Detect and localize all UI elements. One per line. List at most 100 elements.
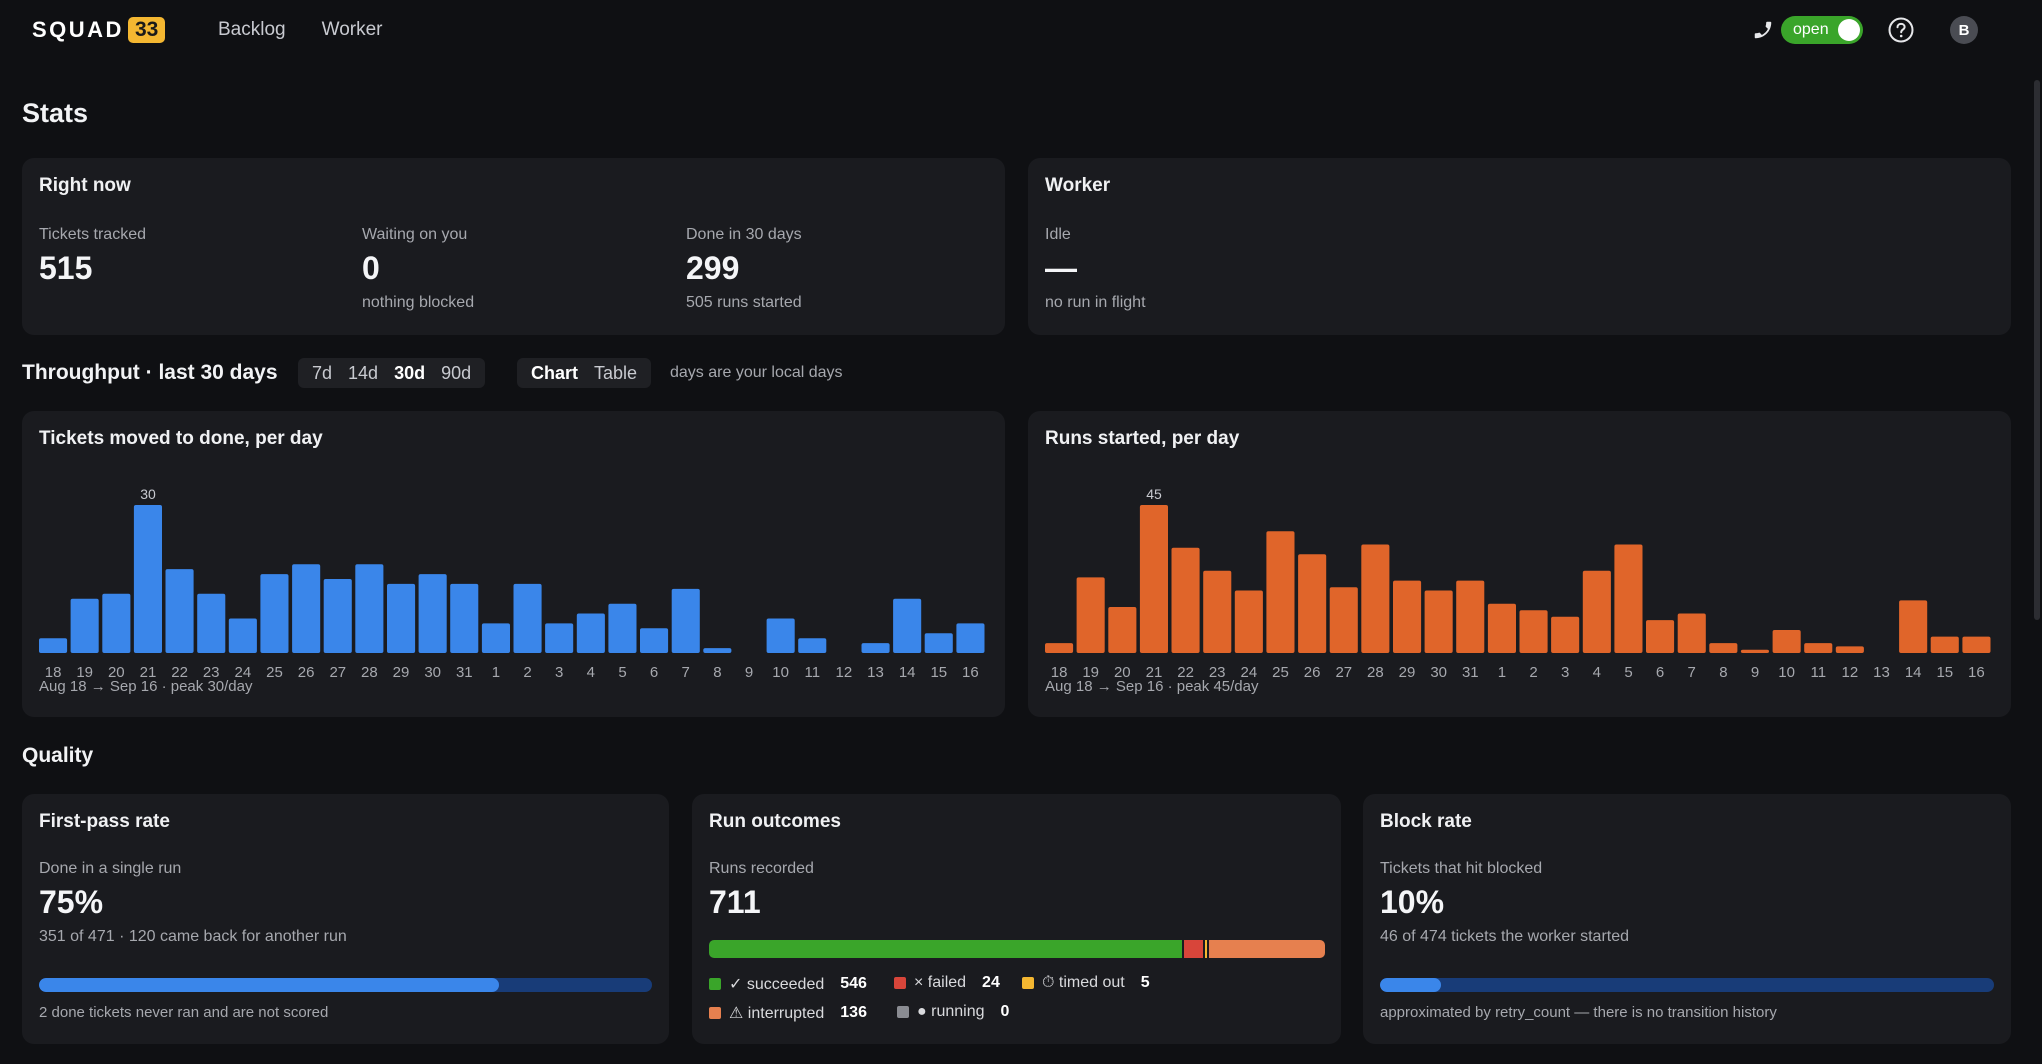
tick-label: 14 <box>1905 664 1922 681</box>
done-label: Done in 30 days <box>686 226 802 243</box>
bar-25[interactable] <box>1266 531 1295 653</box>
bar-7[interactable] <box>1677 613 1706 654</box>
bar-15[interactable] <box>924 633 953 653</box>
block-rate-bar <box>1380 978 1994 992</box>
waiting-sub: nothing blocked <box>362 294 475 311</box>
legend-running: ● running 0 <box>897 1003 1009 1021</box>
bar-7[interactable] <box>671 588 700 653</box>
bar-23[interactable] <box>197 593 226 653</box>
first-pass-card: First-pass rate Done in a single run 75%… <box>22 794 669 1044</box>
range-7d[interactable]: 7d <box>312 362 333 383</box>
bar-18[interactable] <box>1045 643 1074 653</box>
bar-19[interactable] <box>70 598 99 653</box>
bar-24[interactable] <box>1234 590 1263 654</box>
first-pass-bar-fill <box>39 978 499 992</box>
open-toggle[interactable]: open <box>1781 16 1863 44</box>
bar-11[interactable] <box>798 638 827 653</box>
bar-6[interactable] <box>640 628 669 653</box>
bar-3[interactable] <box>1551 616 1580 653</box>
bar-31[interactable] <box>450 583 479 653</box>
bar-2[interactable] <box>1519 610 1548 653</box>
bar-9[interactable] <box>1740 649 1769 653</box>
tick-label: 21 <box>140 664 157 681</box>
bar-30[interactable] <box>418 574 447 653</box>
bar-21[interactable] <box>1139 505 1168 653</box>
bar-10[interactable] <box>1772 630 1801 653</box>
tick-label: 24 <box>1241 664 1258 681</box>
bar-16[interactable] <box>1962 636 1991 653</box>
bar-1[interactable] <box>481 623 510 653</box>
bar-28[interactable] <box>355 564 384 653</box>
bar-26[interactable] <box>1298 554 1327 653</box>
bar-31[interactable] <box>1456 580 1485 653</box>
bar-8[interactable] <box>1709 643 1738 653</box>
legend-label: ⏱ timed out <box>1042 974 1125 991</box>
first-pass-footnote: 2 done tickets never ran and are not sco… <box>39 1004 329 1021</box>
tick-label: 23 <box>1209 664 1226 681</box>
logo[interactable]: SQUAD 33 <box>32 17 166 43</box>
bar-15[interactable] <box>1930 636 1959 653</box>
bar-22[interactable] <box>1171 547 1200 653</box>
bar-29[interactable] <box>1393 580 1422 653</box>
bar-30[interactable] <box>1424 590 1453 654</box>
view-chart[interactable]: Chart <box>531 362 579 383</box>
bar-24[interactable] <box>228 618 257 654</box>
bar-1[interactable] <box>1487 603 1516 653</box>
help-icon[interactable] <box>1887 16 1915 44</box>
block-rate-sub: 46 of 474 tickets the worker started <box>1380 928 1630 945</box>
bar-10[interactable] <box>766 618 795 654</box>
range-30d[interactable]: 30d <box>394 362 426 383</box>
phone-icon[interactable] <box>1752 19 1774 41</box>
tick-label: 25 <box>266 664 283 681</box>
tick-label: 12 <box>836 664 853 681</box>
bar-27[interactable] <box>1329 587 1358 653</box>
legend-swatch <box>897 1006 909 1018</box>
block-rate-title: Block rate <box>1380 811 1472 832</box>
bar-27[interactable] <box>323 579 352 653</box>
bar-4[interactable] <box>576 613 605 654</box>
tickets-done-footer: Aug 18 → Sep 16 · peak 30/day <box>39 678 253 695</box>
bar-16[interactable] <box>956 623 985 653</box>
bar-20[interactable] <box>1108 607 1137 653</box>
block-rate-footnote: approximated by retry_count — there is n… <box>1380 1004 1777 1021</box>
bar-18[interactable] <box>39 638 68 653</box>
bar-29[interactable] <box>387 583 416 653</box>
bar-21[interactable] <box>133 505 162 653</box>
bar-11[interactable] <box>1804 643 1833 653</box>
legend-count: 24 <box>982 974 1000 991</box>
bar-25[interactable] <box>260 574 289 653</box>
bar-2[interactable] <box>513 583 542 653</box>
worker-title: Worker <box>1045 175 1111 196</box>
bar-8[interactable] <box>703 648 732 653</box>
bar-4[interactable] <box>1582 570 1611 653</box>
bar-22[interactable] <box>165 569 194 653</box>
bar-19[interactable] <box>1076 577 1105 653</box>
first-pass-title: First-pass rate <box>39 811 170 832</box>
view-table[interactable]: Table <box>594 362 638 383</box>
bar-6[interactable] <box>1646 620 1675 653</box>
bar-3[interactable] <box>545 623 574 653</box>
bar-23[interactable] <box>1203 570 1232 653</box>
avatar[interactable]: B <box>1950 16 1978 44</box>
bar-12[interactable] <box>1835 646 1864 653</box>
tick-label: 3 <box>555 664 563 681</box>
scrollbar-thumb[interactable] <box>2034 80 2040 620</box>
nav-worker[interactable]: Worker <box>321 19 383 40</box>
bar-20[interactable] <box>102 593 131 653</box>
bar-14[interactable] <box>1899 600 1928 653</box>
legend-label: ⚠ interrupted <box>729 1005 825 1022</box>
legend-label: ● running <box>917 1003 985 1020</box>
bar-5[interactable] <box>1614 544 1643 654</box>
bar-28[interactable] <box>1361 544 1390 654</box>
legend-swatch <box>1022 977 1034 989</box>
tick-label: 16 <box>962 664 979 681</box>
bar-14[interactable] <box>893 598 922 653</box>
nav-backlog[interactable]: Backlog <box>218 19 286 40</box>
bar-13[interactable] <box>861 643 890 653</box>
bar-5[interactable] <box>608 603 637 653</box>
bar-26[interactable] <box>292 564 321 653</box>
worker-status-label: Idle <box>1045 226 1071 243</box>
range-14d[interactable]: 14d <box>348 362 379 383</box>
range-90d[interactable]: 90d <box>441 362 472 383</box>
